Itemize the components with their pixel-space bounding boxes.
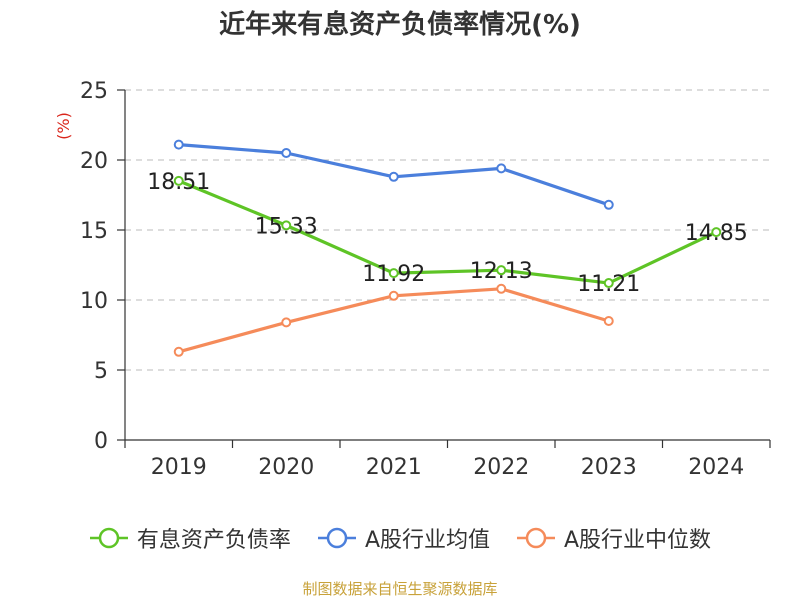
source-note: 制图数据来自恒生聚源数据库 [302,580,498,598]
data-label: 11.92 [362,262,425,287]
chart-title: 近年来有息资产负债率情况(%) [219,10,581,40]
data-point [603,199,614,210]
data-point [496,283,507,294]
y-tick-label: 5 [94,359,108,384]
series-lines [173,139,722,357]
data-label: 12.13 [470,259,533,284]
data-point [388,171,399,182]
legend-item[interactable]: A股行业中位数 [516,522,711,554]
y-axis-label: (%) [54,112,73,140]
y-tick-label: 20 [80,149,108,174]
x-tick-label: 2020 [258,455,314,480]
data-point [388,290,399,301]
legend-item[interactable]: A股行业均值 [317,522,490,554]
data-point [173,175,184,186]
x-tick-label: 2021 [366,455,422,480]
x-tick-label: 2023 [581,455,637,480]
y-tick-label: 15 [80,219,108,244]
legend-marker-icon [89,527,128,549]
y-tick-label: 25 [80,79,108,104]
legend-label: A股行业中位数 [564,528,712,553]
data-label: 15.33 [255,214,318,239]
legend-marker-icon [517,527,555,549]
legend: 有息资产负债率 A股行业均值 A股行业中位数 [0,518,800,558]
data-point [603,316,614,326]
x-tick-label: 2019 [151,455,207,480]
x-tick-label: 2022 [473,455,529,480]
legend-label: A股行业均值 [364,528,490,553]
data-point [496,265,507,276]
data-point [603,278,614,289]
data-point [281,220,292,231]
data-label: 18.51 [147,170,210,195]
grid-lines [125,89,770,371]
data-point [496,163,507,174]
data-labels: 18.51 15.33 11.92 12.13 11.21 14.85 [147,170,747,297]
legend-item[interactable]: 有息资产负债率 [89,522,291,554]
axes: 0 5 10 15 20 25 2019 2020 2021 2022 2023 2024 (%) [54,79,771,480]
y-tick-label: 0 [94,429,108,454]
data-point [711,227,722,238]
data-point [388,268,399,279]
legend-marker-icon [317,527,356,549]
y-tick-label: 10 [80,289,108,314]
data-point [173,346,184,357]
x-tick-label: 2024 [688,455,744,480]
data-label: 11.21 [577,272,640,297]
data-point [281,317,292,328]
series-line [178,179,717,285]
legend-label: 有息资产负债率 [136,528,291,553]
data-point [281,148,292,158]
data-label: 14.85 [685,221,748,246]
data-point [173,139,184,150]
